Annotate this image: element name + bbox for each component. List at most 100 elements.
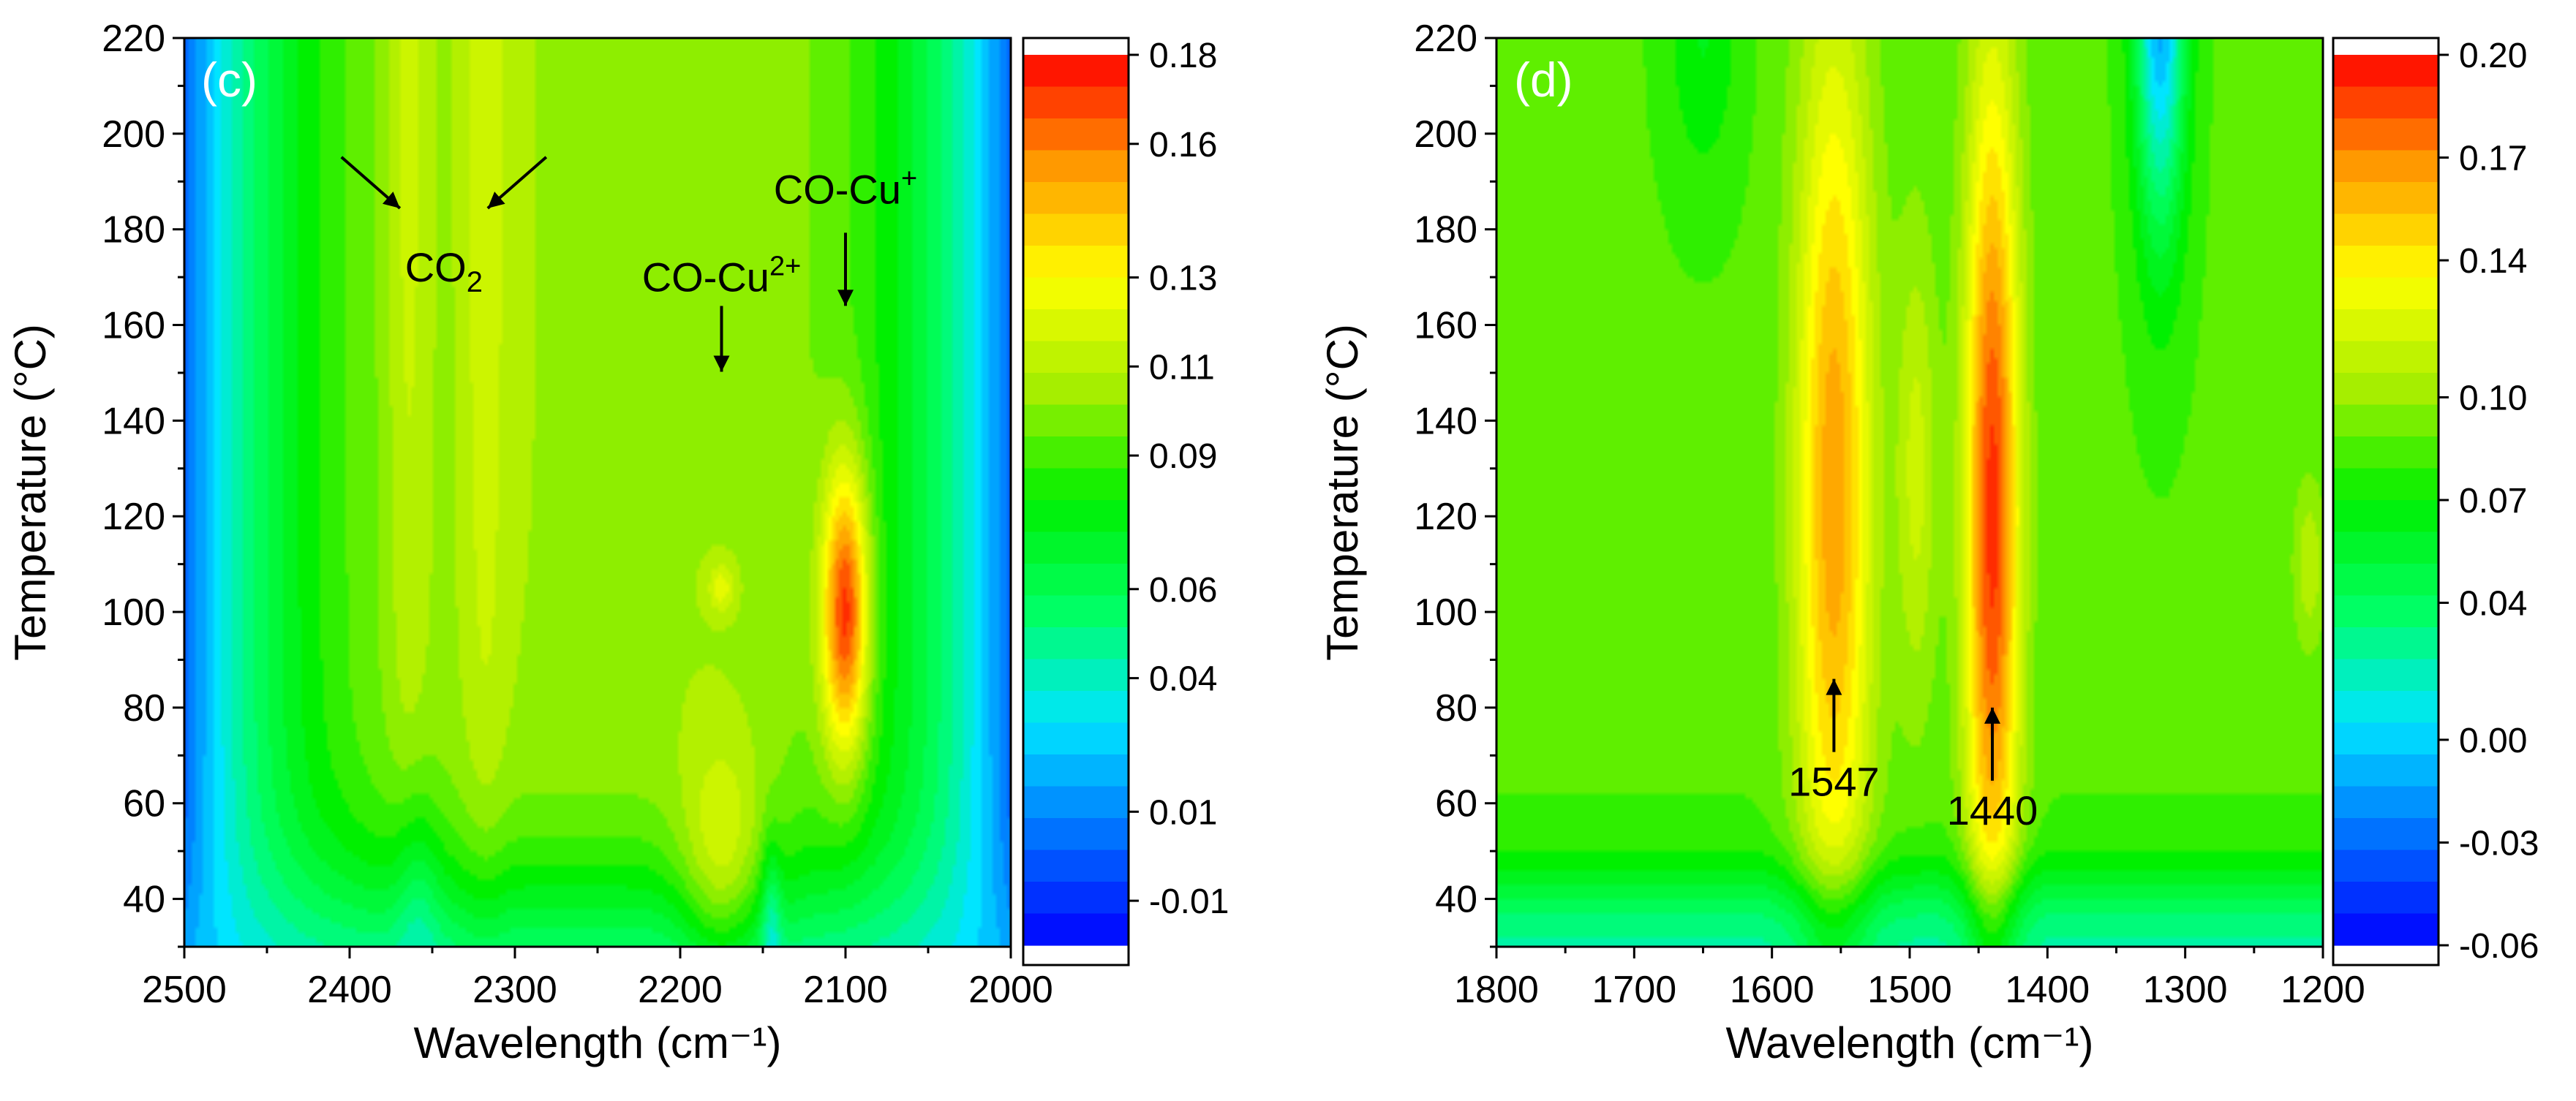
colorbar-step bbox=[1024, 913, 1128, 946]
colorbar-tick-label: 0.14 bbox=[2459, 242, 2527, 281]
colorbar-step bbox=[2334, 564, 2438, 597]
colorbar-tick-label: 0.20 bbox=[2459, 37, 2527, 75]
colorbar-tick-label: 0.11 bbox=[1149, 348, 1215, 387]
heatmap-image bbox=[1496, 38, 2323, 947]
colorbar-step bbox=[2334, 468, 2438, 501]
annotation-arrow-head bbox=[713, 355, 730, 372]
colorbar-step bbox=[1024, 754, 1128, 787]
y-tick-label: 220 bbox=[1414, 18, 1477, 60]
x-tick-label: 2400 bbox=[307, 969, 392, 1011]
colorbar-step bbox=[1024, 404, 1128, 437]
annotation-label: CO2 bbox=[405, 244, 483, 298]
colorbar-step bbox=[2334, 882, 2438, 915]
chart-panel-c: 2500 2400 2300 2200 2100 20004060801001201401… bbox=[6, 18, 1229, 1067]
x-tick-label: 1700 bbox=[1592, 969, 1676, 1011]
colorbar-step bbox=[2334, 246, 2438, 279]
y-tick-label: 40 bbox=[123, 879, 165, 921]
x-axis-title: Wavelength (cm⁻¹) bbox=[1726, 1018, 2094, 1067]
y-tick-label: 80 bbox=[1435, 687, 1477, 730]
colorbar-step bbox=[2334, 500, 2438, 533]
y-tick-label: 80 bbox=[123, 687, 165, 730]
colorbar-step bbox=[1024, 213, 1128, 246]
annotation-text: CO-Cu bbox=[774, 166, 901, 212]
colorbar-tick-label: 0.10 bbox=[2459, 379, 2527, 417]
annotation-text: 1440 bbox=[1947, 787, 2038, 833]
colorbar-step bbox=[2334, 531, 2438, 564]
x-tick-label: 1800 bbox=[1454, 969, 1539, 1011]
y-tick-label: 100 bbox=[102, 591, 165, 634]
annotation-arrow-head bbox=[487, 192, 505, 208]
annotation-text: CO bbox=[405, 244, 467, 290]
colorbar: 0.20 0.17 0.14 0.10 0.07 0.04 0.00 -0.03 -0.06 bbox=[2332, 37, 2539, 966]
x-tick-label: 1200 bbox=[2281, 969, 2365, 1011]
colorbar-tick-label: 0.00 bbox=[2459, 722, 2527, 760]
colorbar-step bbox=[1024, 86, 1128, 119]
colorbar-step bbox=[2334, 722, 2438, 755]
colorbar-step bbox=[1024, 118, 1128, 151]
y-tick-label: 160 bbox=[1414, 305, 1477, 347]
colorbar-step bbox=[2334, 150, 2438, 183]
colorbar-tick-label: 0.01 bbox=[1149, 793, 1217, 832]
y-tick-label: 40 bbox=[1435, 879, 1477, 921]
colorbar-step bbox=[1024, 309, 1128, 342]
colorbar-tick-label: 0.06 bbox=[1149, 571, 1217, 610]
colorbar-step bbox=[2334, 595, 2438, 628]
colorbar-step bbox=[2334, 86, 2438, 119]
colorbar-step bbox=[2334, 404, 2438, 437]
annotation-text: CO-Cu bbox=[642, 254, 769, 300]
colorbar-step bbox=[1024, 786, 1128, 819]
colorbar-step bbox=[2334, 277, 2438, 310]
y-tick-label: 120 bbox=[1414, 496, 1477, 538]
y-tick-label: 180 bbox=[1414, 209, 1477, 251]
x-tick-label: 1500 bbox=[1867, 969, 1952, 1011]
colorbar-step bbox=[1024, 722, 1128, 755]
x-tick-label: 1600 bbox=[1730, 969, 1815, 1011]
colorbar-step bbox=[1024, 564, 1128, 597]
annotation: 1547 bbox=[1788, 678, 1880, 805]
panel-label: (d) bbox=[1514, 53, 1573, 107]
y-tick-label: 120 bbox=[102, 496, 165, 538]
colorbar-step bbox=[2334, 341, 2438, 374]
colorbar-step bbox=[2334, 213, 2438, 246]
colorbar-step bbox=[1024, 436, 1128, 469]
colorbar-tick-label: 0.09 bbox=[1149, 437, 1217, 476]
colorbar-step bbox=[1024, 882, 1128, 915]
y-tick-label: 60 bbox=[123, 783, 165, 825]
colorbar-step bbox=[1024, 468, 1128, 501]
panel-label: (c) bbox=[201, 53, 257, 107]
y-axis-title: Temperature (°C) bbox=[6, 324, 55, 661]
y-tick-label: 140 bbox=[102, 400, 165, 442]
colorbar-border bbox=[1022, 37, 1130, 966]
colorbar-step bbox=[2334, 309, 2438, 342]
annotation-superscript: + bbox=[901, 163, 917, 194]
colorbar-step bbox=[1024, 595, 1128, 628]
colorbar-step bbox=[1024, 627, 1128, 660]
colorbar-step bbox=[2334, 55, 2438, 88]
x-tick-label: 2500 bbox=[142, 969, 227, 1011]
colorbar-step bbox=[2334, 754, 2438, 787]
annotation-superscript: 2+ bbox=[769, 251, 801, 281]
colorbar-step bbox=[1024, 373, 1128, 406]
annotation-subscript: 2 bbox=[467, 266, 483, 298]
y-tick-label: 180 bbox=[102, 209, 165, 251]
colorbar-tick-label: 0.13 bbox=[1149, 260, 1217, 298]
annotation-label: 1440 bbox=[1947, 787, 2038, 833]
colorbar-step bbox=[2334, 182, 2438, 215]
y-tick-label: 200 bbox=[102, 113, 165, 156]
annotation-arrow-head bbox=[383, 192, 400, 208]
colorbar-tick-label: -0.03 bbox=[2459, 824, 2539, 863]
colorbar-step bbox=[1024, 659, 1128, 692]
colorbar-step bbox=[2334, 436, 2438, 469]
colorbar-tick-label: 0.04 bbox=[1149, 660, 1217, 699]
colorbar-step bbox=[2334, 913, 2438, 946]
annotation: 1440 bbox=[1947, 707, 2038, 833]
colorbar-tick-label: 0.16 bbox=[1149, 126, 1217, 164]
y-tick-label: 60 bbox=[1435, 783, 1477, 825]
colorbar-step bbox=[1024, 182, 1128, 215]
x-tick-label: 2200 bbox=[638, 969, 723, 1011]
annotation-label: CO-Cu2+ bbox=[642, 251, 802, 300]
annotation-arrow-head bbox=[1984, 707, 2000, 724]
y-tick-label: 140 bbox=[1414, 400, 1477, 442]
colorbar-tick-label: -0.01 bbox=[1149, 882, 1229, 921]
colorbar-step bbox=[2334, 659, 2438, 692]
